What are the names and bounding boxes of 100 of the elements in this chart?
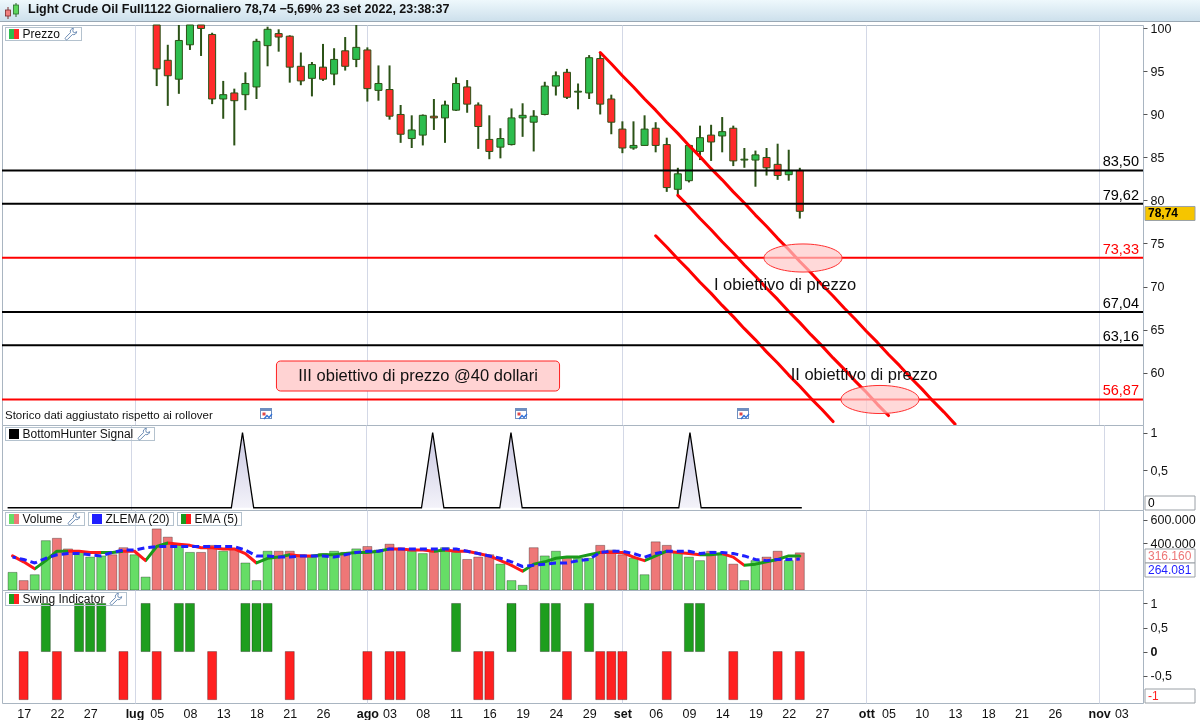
x-tick-label: 03 [383,706,398,720]
y-tick-label: 400.000 [1150,536,1196,551]
candlestick [230,87,239,147]
x-tick-label: 14 [715,706,730,720]
x-tick-label: nov [1088,706,1111,720]
candlestick [651,121,660,154]
x-tick-label: 06 [649,706,664,720]
candlestick [263,25,272,68]
y-tick-label: 0,5 [1150,463,1168,478]
legend-label: Swing Indicator [22,591,105,606]
candlestick [241,71,250,112]
text: 316.160 [1148,549,1192,564]
candlestick [673,166,682,197]
x-tick-label: 13 [948,706,963,720]
y-tick-label: 65 [1150,323,1165,338]
x-tick-label: 27 [815,706,830,720]
candlestick [185,24,194,51]
x-tick-label: 05 [882,706,897,720]
x-tick-label: 27 [83,706,98,720]
legend-label: EMA (5) [194,511,238,526]
x-tick-label: lug [125,706,145,720]
x-tick-label: 18 [250,706,264,720]
x-tick-label: 18 [981,706,996,720]
x-tick-label: 22 [50,706,65,720]
candlestick [274,28,283,53]
candlestick [219,79,228,120]
ref-line-label: 56,87 [1102,382,1139,399]
ref-line-label: 73,33 [1102,240,1139,257]
legend-label: Prezzo [22,26,60,41]
candlestick [330,47,339,87]
candlestick [751,149,760,188]
x-tick-label: ott [858,706,876,720]
x-tick-label: 26 [316,706,331,720]
x-tick-label: 29 [582,706,597,720]
x-tick-label: 11 [450,706,464,720]
ref-line-label: 63,16 [1102,328,1139,345]
candlestick [396,104,405,144]
y-tick-label: 600.000 [1150,513,1196,528]
x-tick-label: set [613,706,633,720]
candlestick [640,114,649,147]
x-tick-label: 03 [1114,706,1129,720]
x-tick-label: 13 [216,706,231,720]
x-tick-label: 05 [150,706,165,720]
candlestick [429,97,438,131]
x-tick-label: 22 [782,706,797,720]
candlestick [696,124,705,162]
chart-title: Light Crude Oil Full1122 Giornaliero 78,74 −5,69% 23 set 2022, 23:38:37 [28,2,450,17]
x-tick-label: 24 [549,706,564,720]
candlestick [296,51,305,87]
candlestick [407,114,416,150]
x-tick-label: 08 [416,706,431,720]
y-tick-label: 70 [1150,280,1165,295]
y-tick-label: 85 [1150,150,1165,165]
candlestick [551,70,560,97]
annotation: Storico dati aggiustato rispetto ai rollover [5,409,213,421]
y-tick-label: 1 [1150,596,1158,611]
y-tick-label: 100 [1150,21,1172,36]
candlestick [463,79,472,114]
legend-label: Volume [22,511,63,526]
ref-line-label: 79,62 [1102,186,1139,203]
text: 264.081 [1148,563,1192,578]
candlestick [440,99,449,144]
text: 78,74 [1148,206,1179,221]
x-tick-label: 21 [283,706,298,720]
x-tick-label: 19 [516,706,531,720]
candlestick [341,36,350,72]
annotation: III obiettivo di prezzo @40 dollari [298,366,538,384]
x-tick-label: 08 [183,706,198,720]
candlestick [629,120,638,151]
y-tick-label: 80 [1150,193,1165,208]
candlestick [197,24,206,57]
x-tick-label: ago [356,706,380,720]
candlestick [707,123,716,162]
y-tick-label: 95 [1150,64,1165,79]
ref-line-label: 83,50 [1102,153,1139,170]
legend-label: BottomHunter Signal [22,426,134,441]
candlestick [319,42,328,82]
candlestick [163,43,172,107]
y-tick-label: 60 [1150,366,1165,381]
candlestick [474,101,483,150]
y-tick-label: 90 [1150,107,1165,122]
y-tick-label: -0,5 [1150,669,1173,684]
x-tick-label: 26 [1048,706,1063,720]
text: -1 [1148,689,1159,703]
candlestick [496,127,505,160]
candlestick [529,109,538,153]
candlestick [740,147,749,169]
legend-label: ZLEMA (20) [105,511,170,526]
candlestick [762,147,771,177]
x-tick-label: 16 [482,706,497,720]
x-tick-label: 09 [682,706,697,720]
candlestick [485,114,494,161]
candlestick [418,113,427,147]
x-tick-label: 21 [1015,706,1030,720]
y-tick-label: 0 [1150,645,1158,660]
y-tick-label: 0,5 [1150,621,1168,636]
candlestick [307,60,316,98]
y-tick-label: 75 [1150,236,1165,251]
candlestick [374,64,383,102]
candlestick [574,82,583,111]
